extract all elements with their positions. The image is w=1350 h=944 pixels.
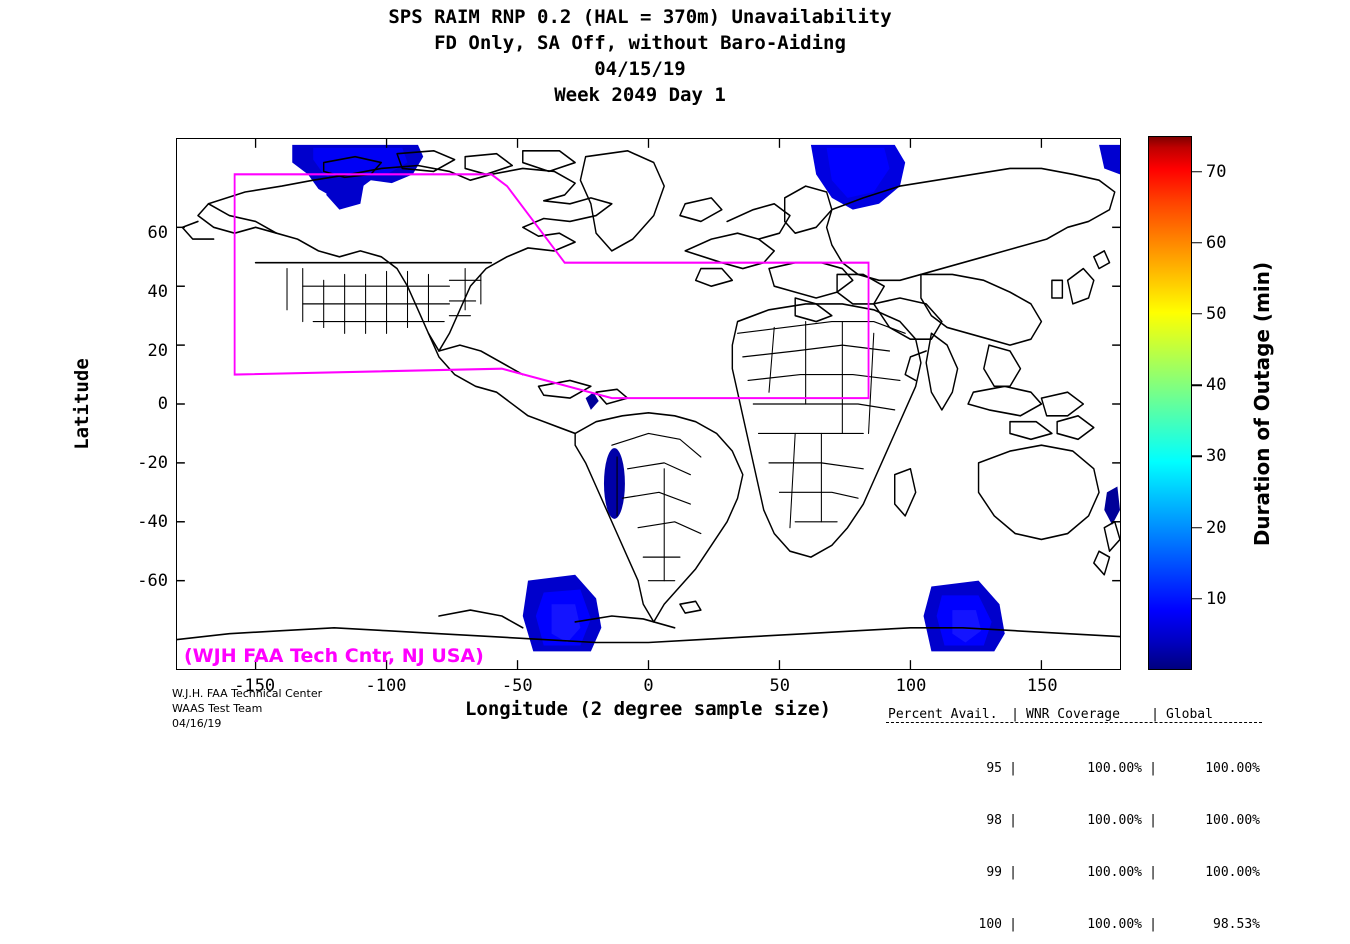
footer-line-3: 04/16/19: [172, 717, 222, 730]
stats-row-sep-1: |: [1009, 917, 1017, 932]
xtick-neg150: -150: [234, 676, 276, 696]
footer-credit: W.J.H. FAA Technical Center WAAS Test Te…: [172, 686, 322, 731]
xtick-neg50: -50: [501, 676, 533, 696]
stats-header-global: Global: [1166, 707, 1213, 722]
outage-region-south-atlantic: [603, 448, 625, 519]
ytick-40: 40: [147, 281, 168, 302]
title-line-2: FD Only, SA Off, without Baro-Aiding: [434, 32, 846, 54]
stats-header-sep-1: |: [1011, 707, 1019, 722]
outage-region-dateline-north: [1099, 144, 1120, 175]
outage-region-antarctic-indian-inner: [952, 610, 982, 643]
title-line-4-week-day: Week 2049 Day 1: [554, 84, 726, 106]
waas-service-volume-boundary: [233, 173, 870, 400]
world-map-plot[interactable]: [176, 138, 1121, 670]
stats-cell-wnr: 100.00%: [1087, 917, 1142, 932]
title-line-3-date: 04/15/19: [594, 58, 686, 80]
chart-title-block: SPS RAIM RNP 0.2 (HAL = 370m) Unavailabi…: [0, 4, 1280, 108]
colorbar-tickmark-30: [1192, 455, 1202, 458]
colorbar-tick-70: 70: [1206, 161, 1227, 182]
colorbar-tickmark-20: [1192, 526, 1202, 529]
colorbar-tickmark-10: [1192, 598, 1202, 600]
plot-credit-annotation: (WJH FAA Tech Cntr, NJ USA): [184, 645, 484, 667]
colorbar-tickmark-70: [1192, 170, 1202, 173]
stats-table-row: 98 | 100.00% | 100.00%: [886, 814, 1262, 827]
ytick-neg20: -20: [137, 453, 168, 474]
colorbar-tick-60: 60: [1206, 232, 1227, 253]
xtick-150: 150: [1026, 676, 1058, 696]
x-axis-label: Longitude (2 degree sample size): [464, 698, 832, 720]
ytick-0: 0: [157, 394, 168, 414]
stats-cell-percent: 100: [978, 917, 1002, 932]
xtick-neg100: -100: [365, 676, 407, 696]
stats-cell-global: 100.00%: [1205, 865, 1260, 880]
colorbar-tick-30: 30: [1206, 446, 1227, 467]
footer-line-2: WAAS Test Team: [172, 702, 263, 715]
longitude-tick-labels: -150 -100 -50 0 50 100 150: [176, 676, 1121, 700]
ytick-20: 20: [147, 340, 168, 361]
outage-heatmap-layer: [292, 144, 1120, 652]
colorbar-tick-40: 40: [1206, 375, 1227, 396]
stats-table-row: 95 | 100.00% | 100.00%: [886, 762, 1262, 775]
colorbar-tick-10: 10: [1206, 588, 1227, 609]
stats-cell-global: 100.00%: [1205, 813, 1260, 828]
availability-stats-table: Percent Avail. | WNR Coverage | Global 95 | 10…: [886, 682, 1262, 944]
stats-row-sep-1: |: [1009, 865, 1017, 880]
colorbar-tickmark-50: [1192, 313, 1202, 315]
stats-row-sep-2: |: [1149, 865, 1157, 880]
colorbar-gradient: [1148, 136, 1192, 670]
stats-row-sep-2: |: [1149, 917, 1157, 932]
xtick-0: 0: [643, 676, 654, 696]
colorbar-axis-label: Duration of Outage (min): [1250, 261, 1274, 547]
outage-region-northern-siberia-core: [826, 147, 890, 198]
latitude-tick-labels: 60 40 20 0 -20 -40 -60: [96, 138, 168, 670]
axis-tick-marks: [177, 139, 1120, 669]
stats-header-wnr-coverage: WNR Coverage: [1026, 707, 1120, 722]
stats-cell-global: 98.53%: [1213, 917, 1260, 932]
ytick-neg40: -40: [137, 512, 168, 533]
stats-cell-percent: 99: [986, 865, 1002, 880]
stats-cell-percent: 95: [986, 761, 1002, 776]
title-line-1: SPS RAIM RNP 0.2 (HAL = 370m) Unavailabi…: [388, 6, 892, 28]
outage-region-antarctic-atlantic-inner: [551, 604, 581, 643]
colorbar-tick-20: 20: [1206, 517, 1227, 538]
stats-row-sep-1: |: [1009, 761, 1017, 776]
colorbar-tickmark-60: [1192, 242, 1202, 244]
stats-table-row: 99 | 100.00% | 100.00%: [886, 866, 1262, 879]
map-canvas: [177, 139, 1120, 669]
outage-region-northern-canada-tail: [326, 174, 366, 210]
stats-header-percent-avail: Percent Avail.: [888, 707, 998, 722]
stats-cell-wnr: 100.00%: [1087, 865, 1142, 880]
stats-row-sep-2: |: [1149, 813, 1157, 828]
stats-cell-percent: 98: [986, 813, 1002, 828]
xtick-50: 50: [769, 676, 790, 696]
y-axis-label: Latitude: [71, 358, 93, 450]
stats-table-header-row: Percent Avail. | WNR Coverage | Global: [886, 708, 1262, 723]
xtick-100: 100: [895, 676, 927, 696]
colorbar-tick-labels: 70 60 50 40 30 20 10: [1192, 136, 1252, 670]
colorbar-tickmark-40: [1192, 384, 1202, 386]
outage-region-tasman-sea: [1104, 486, 1120, 525]
stats-cell-global: 100.00%: [1205, 761, 1260, 776]
stats-table-row: 100 | 100.00% | 98.53%: [886, 918, 1262, 931]
stats-cell-wnr: 100.00%: [1087, 761, 1142, 776]
stats-row-sep-1: |: [1009, 813, 1017, 828]
ytick-neg60: -60: [137, 571, 168, 592]
stats-header-sep-2: |: [1151, 707, 1159, 722]
ytick-60: 60: [147, 222, 168, 243]
colorbar-tick-50: 50: [1206, 303, 1227, 324]
stats-cell-wnr: 100.00%: [1087, 813, 1142, 828]
footer-line-1: W.J.H. FAA Technical Center: [172, 687, 323, 700]
stats-row-sep-2: |: [1149, 761, 1157, 776]
coastline-layer: [177, 149, 1120, 644]
